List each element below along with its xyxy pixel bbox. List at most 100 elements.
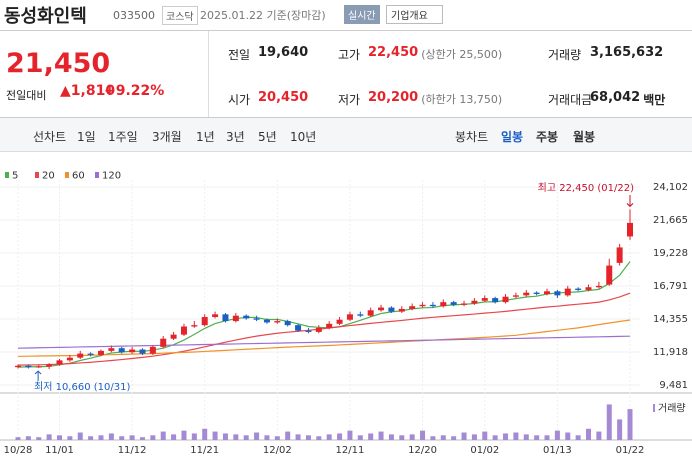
volume-bar xyxy=(305,435,311,440)
x-tick-label: 11/12 xyxy=(118,445,147,456)
volume-bar xyxy=(606,404,612,440)
candle-body xyxy=(544,291,551,295)
candle-body xyxy=(305,330,312,332)
candle-body xyxy=(326,323,333,328)
period-tab[interactable]: 3개월 xyxy=(152,130,182,144)
candle-body xyxy=(253,318,260,320)
volume-legend: 거래량 xyxy=(658,403,686,415)
period-tab[interactable]: 1일 xyxy=(77,130,96,144)
volume-bar xyxy=(243,435,249,440)
volume-bar xyxy=(295,434,301,440)
candle-body xyxy=(25,365,32,368)
y-tick-label: 9,481 xyxy=(659,380,688,391)
volume-bar xyxy=(513,432,519,440)
volume-bar xyxy=(617,419,623,440)
x-tick-label: 12/02 xyxy=(263,445,292,456)
volume-bar xyxy=(420,430,426,440)
summary-value: 20,200 xyxy=(368,90,419,105)
realtime-button[interactable]: 실시간 xyxy=(344,5,380,24)
candle-body xyxy=(450,302,457,305)
x-tick-label: 12/20 xyxy=(408,445,437,456)
volume-bar xyxy=(129,435,135,440)
volume-bar xyxy=(46,434,52,440)
ma-line xyxy=(17,335,631,349)
summary-label: 거래량 xyxy=(548,48,582,62)
candle-body xyxy=(606,265,613,285)
change-value: 1,810 xyxy=(70,83,116,99)
volume-bar xyxy=(139,437,145,440)
summary-label: 전일 xyxy=(228,48,251,62)
candle-body xyxy=(315,327,322,332)
volume-bar xyxy=(316,436,322,440)
volume-bar xyxy=(88,436,94,440)
legend-label: 60 xyxy=(72,171,85,182)
volume-bar xyxy=(357,435,363,440)
period-tab[interactable]: 5년 xyxy=(258,130,277,144)
low-annotation: 최저 10,660 (10/31) xyxy=(34,381,130,393)
x-tick-label: 12/11 xyxy=(336,445,365,456)
volume-bar xyxy=(191,433,197,440)
candle-tab[interactable]: 주봉 xyxy=(536,130,559,144)
candle-body xyxy=(554,291,561,296)
candle-tab[interactable]: 월봉 xyxy=(573,130,596,144)
candle-body xyxy=(274,321,281,323)
candle-body xyxy=(585,287,592,290)
volume-bar xyxy=(440,435,446,440)
y-tick-label: 21,665 xyxy=(653,215,688,226)
period-tab[interactable]: 1주일 xyxy=(108,130,138,144)
company-button[interactable]: 기업개요 xyxy=(386,5,443,24)
change-rate: +9.22% xyxy=(104,83,165,99)
volume-bar xyxy=(627,409,633,440)
candle-body xyxy=(201,317,208,326)
volume-bar xyxy=(523,434,529,440)
period-tab[interactable]: 10년 xyxy=(290,130,317,144)
legend-label: 5 xyxy=(12,171,18,182)
candle-body xyxy=(180,326,187,335)
volume-bar xyxy=(337,433,343,440)
candle-tab[interactable]: 일봉 xyxy=(501,130,524,144)
candle-body xyxy=(409,306,416,309)
x-tick-label: 11/21 xyxy=(190,445,219,456)
y-tick-label: 14,355 xyxy=(653,314,688,325)
candle-body xyxy=(77,353,84,358)
date-value: 2025.01.22 xyxy=(200,9,263,22)
candle-body xyxy=(160,338,167,347)
x-tick-label: 01/02 xyxy=(470,445,499,456)
x-tick-label: 10/28 xyxy=(4,445,33,456)
summary-label: 거래대금 xyxy=(548,93,593,107)
current-price: 21,450 xyxy=(6,48,111,79)
period-tab[interactable]: 1년 xyxy=(196,130,215,144)
candle-body xyxy=(35,366,42,368)
y-tick-label: 16,791 xyxy=(653,281,688,292)
summary-value: 22,450 xyxy=(368,45,419,60)
volume-bar xyxy=(388,434,394,440)
summary-value: 20,450 xyxy=(258,90,309,105)
candle-body xyxy=(429,304,436,307)
candle-body xyxy=(46,364,53,367)
tab-bar xyxy=(0,117,692,152)
y-tick-label: 19,228 xyxy=(653,248,688,259)
y-tick-label: 11,918 xyxy=(653,347,688,358)
candle-body xyxy=(232,315,239,322)
candle-body xyxy=(471,300,478,304)
volume-bar xyxy=(212,431,218,440)
stock-name: 동성화인텍 xyxy=(4,6,87,27)
volume-bar xyxy=(160,431,166,440)
candle-body xyxy=(222,314,229,322)
volume-bar xyxy=(544,435,550,440)
candle-body xyxy=(512,295,519,297)
period-tab[interactable]: 3년 xyxy=(226,130,245,144)
date-basis: 기준(장마감) xyxy=(266,9,326,22)
legend-swatch xyxy=(5,172,9,178)
volume-bar xyxy=(575,435,581,440)
legend-swatch xyxy=(35,172,39,178)
summary-unit: 백만 xyxy=(643,93,666,107)
candle-body xyxy=(378,307,385,311)
candle-body xyxy=(263,319,270,323)
candle-body xyxy=(627,222,633,237)
ma-line xyxy=(17,261,631,368)
divider xyxy=(0,30,692,31)
volume-bar xyxy=(409,434,415,440)
candle-body xyxy=(481,298,488,301)
candle-body xyxy=(97,350,104,355)
